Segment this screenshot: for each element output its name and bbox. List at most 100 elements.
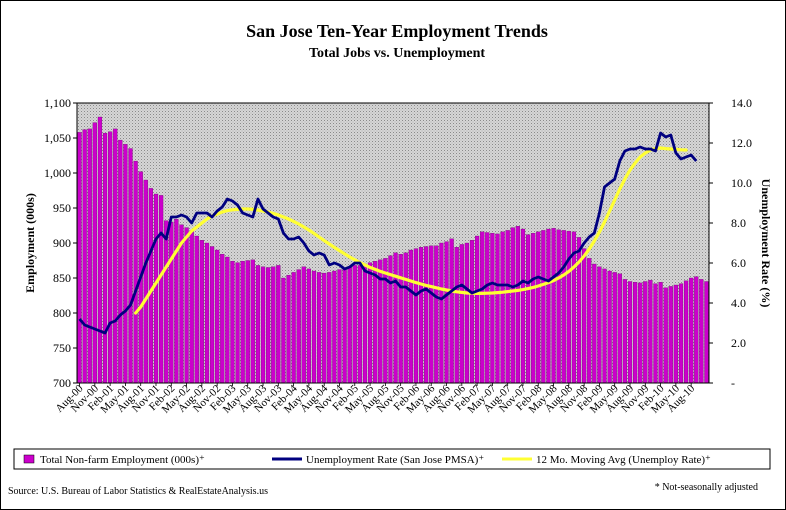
employment-bar (327, 272, 332, 384)
right-tick-label: 2.0 (731, 336, 746, 350)
employment-bar (179, 224, 184, 384)
right-tick-label: - (731, 376, 735, 390)
employment-bar (424, 246, 429, 384)
employment-bar (449, 238, 454, 384)
employment-bar (653, 283, 658, 384)
employment-bar (648, 279, 653, 384)
employment-bar (133, 160, 138, 384)
footnote: * Not-seasonally adjusted (655, 482, 758, 493)
chart-title: San Jose Ten-Year Employment Trends (246, 21, 548, 41)
employment-bar (403, 252, 408, 384)
employment-bar (622, 279, 628, 384)
employment-bar (143, 179, 148, 384)
employment-bar (602, 268, 607, 384)
employment-bar (525, 234, 531, 384)
unemployment-rate-line (78, 131, 698, 335)
employment-bar (683, 280, 689, 384)
chart-subtitle: Total Jobs vs. Unemployment (309, 46, 485, 61)
employment-bar (592, 263, 597, 384)
employment-bar (464, 242, 470, 384)
employment-bar (352, 265, 357, 384)
employment-bar (82, 129, 87, 384)
right-tick-label: 12.0 (731, 136, 752, 150)
employment-bar (209, 246, 215, 384)
employment-bar (311, 270, 317, 384)
employment-bar (92, 122, 97, 384)
employment-bar (627, 281, 633, 384)
left-tick-label: 800 (53, 306, 71, 320)
employment-bar (102, 132, 108, 384)
employment-bar (520, 228, 526, 384)
employment-bar (373, 261, 378, 384)
employment-bar (398, 254, 403, 384)
employment-bar (678, 283, 684, 384)
employment-bar (418, 247, 424, 384)
employment-bar (704, 281, 709, 384)
employment-bar (566, 230, 571, 384)
employment-bar (342, 268, 347, 384)
employment-bar (77, 132, 82, 384)
employment-bar (322, 272, 327, 384)
employment-bar (480, 231, 485, 384)
employment-bar (556, 229, 561, 384)
employment-bar (184, 227, 189, 384)
employment-bar (276, 265, 281, 384)
employment-bar (337, 269, 342, 384)
employment-bar (301, 266, 306, 384)
employment-bar (597, 266, 602, 384)
employment-bar (495, 233, 500, 384)
lines-layer (78, 131, 698, 335)
employment-bar (474, 235, 480, 384)
employment-bar (260, 266, 266, 384)
employment-bar (413, 248, 419, 384)
employment-bar (164, 220, 169, 384)
employment-bar (367, 262, 373, 384)
legend-box (13, 448, 771, 470)
employment-bar (225, 256, 230, 384)
employment-bar (266, 267, 271, 384)
employment-bar (587, 258, 592, 384)
employment-bar (281, 277, 286, 384)
right-tick-label: 4.0 (731, 296, 746, 310)
employment-bar (673, 284, 678, 384)
employment-bar (561, 230, 566, 384)
employment-bar (347, 266, 352, 384)
right-tick-label: 14.0 (731, 96, 752, 110)
legend-label-moving-avg: 12 Mo. Moving Avg (Unemploy Rate)⁺ (536, 454, 711, 466)
employment-bar (459, 244, 464, 384)
employment-bar (383, 258, 388, 384)
employment-bar (245, 260, 250, 384)
left-tick-label: 1,000 (44, 166, 71, 180)
legend-label-unemployment: Unemployment Rate (San Jose PMSA)⁺ (306, 454, 484, 466)
legend-label-employment: Total Non-farm Employment (000s)⁺ (40, 454, 205, 466)
source-note: Source: U.S. Bureau of Labor Statistics … (8, 486, 268, 497)
left-tick-label: 950 (53, 201, 71, 215)
employment-bar (174, 219, 179, 384)
employment-bar (699, 279, 704, 384)
left-tick-label: 1,050 (44, 131, 71, 145)
employment-bar (668, 286, 673, 384)
employment-bar (118, 139, 123, 384)
employment-bar (235, 262, 240, 384)
employment-bar (546, 228, 551, 384)
employment-bar (230, 261, 235, 384)
employment-bar (362, 263, 368, 384)
right-tick-label: 6.0 (731, 256, 746, 270)
employment-bar (510, 227, 515, 384)
employment-bar (128, 148, 133, 384)
employment-bar (87, 128, 92, 384)
employment-bar (643, 281, 648, 384)
employment-bar (444, 241, 449, 384)
legend-swatch-employment (23, 454, 35, 464)
employment-bar (123, 144, 128, 384)
employment-bar (434, 245, 439, 384)
moving-average-line (134, 146, 688, 315)
right-tick-label: 10.0 (731, 176, 752, 190)
employment-bar (454, 247, 459, 384)
employment-bar (536, 231, 541, 384)
left-tick-label: 700 (53, 376, 71, 390)
employment-bar (505, 230, 510, 384)
employment-bar (169, 221, 174, 384)
employment-bar (97, 116, 103, 384)
employment-bar (357, 265, 362, 384)
